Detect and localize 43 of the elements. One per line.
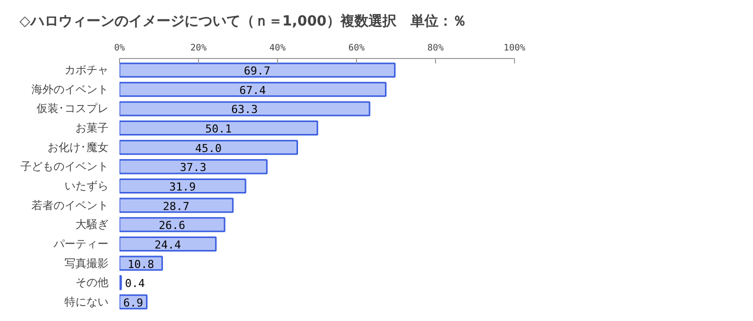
x-tick-label: 20% bbox=[190, 44, 208, 54]
bar bbox=[120, 198, 234, 213]
x-tick-label: 60% bbox=[348, 44, 366, 54]
y-tick-label: いたずら bbox=[64, 180, 108, 192]
data-label: 24.4 bbox=[154, 238, 182, 252]
y-tick-label: カボチャ bbox=[64, 64, 108, 77]
bar bbox=[120, 140, 298, 155]
data-label: 50.1 bbox=[205, 122, 232, 136]
x-tick-label: 100% bbox=[504, 44, 526, 54]
y-tick-label: 大騒ぎ bbox=[76, 218, 108, 232]
data-label: 69.7 bbox=[244, 64, 270, 78]
data-label: 45.0 bbox=[195, 142, 222, 155]
bar bbox=[120, 120, 318, 136]
data-label: 28.7 bbox=[162, 200, 190, 213]
bar bbox=[120, 62, 396, 78]
bar bbox=[120, 159, 268, 174]
data-label: 31.9 bbox=[169, 180, 196, 194]
x-tick-label: 40% bbox=[269, 44, 286, 54]
y-tick-label: パーティー bbox=[52, 237, 108, 250]
chart-title: ◇ハロウィーンのイメージについて（ｎ＝1,000）複数選択 単位：％ bbox=[20, 12, 467, 30]
y-tick-label: その他 bbox=[76, 276, 108, 290]
data-label: 67.4 bbox=[239, 84, 266, 97]
data-label: 10.8 bbox=[128, 258, 154, 271]
data-label: 0.4 bbox=[125, 277, 146, 290]
data-label: 37.3 bbox=[180, 161, 206, 174]
bar bbox=[120, 217, 226, 232]
y-tick-label: 仮装･コスプレ bbox=[36, 102, 108, 116]
x-tick-label: 0% bbox=[114, 44, 126, 54]
y-tick-label: 写真撮影 bbox=[64, 256, 108, 270]
bar bbox=[120, 101, 370, 116]
bar bbox=[120, 82, 386, 97]
bar bbox=[120, 178, 246, 194]
y-tick-label: 特にない bbox=[64, 295, 108, 308]
y-tick-label: 海外のイベント bbox=[32, 82, 108, 96]
y-tick-label: 若者のイベント bbox=[32, 198, 108, 212]
data-label: 6.9 bbox=[123, 296, 144, 310]
data-label: 26.6 bbox=[158, 219, 186, 232]
y-tick-label: お菓子 bbox=[76, 122, 108, 135]
y-tick-label: お化け･魔女 bbox=[48, 140, 108, 154]
data-label: 63.3 bbox=[231, 103, 258, 116]
x-tick-label: 80% bbox=[427, 44, 444, 54]
y-tick-label: 子どものイベント bbox=[20, 160, 108, 174]
bar bbox=[120, 236, 217, 252]
